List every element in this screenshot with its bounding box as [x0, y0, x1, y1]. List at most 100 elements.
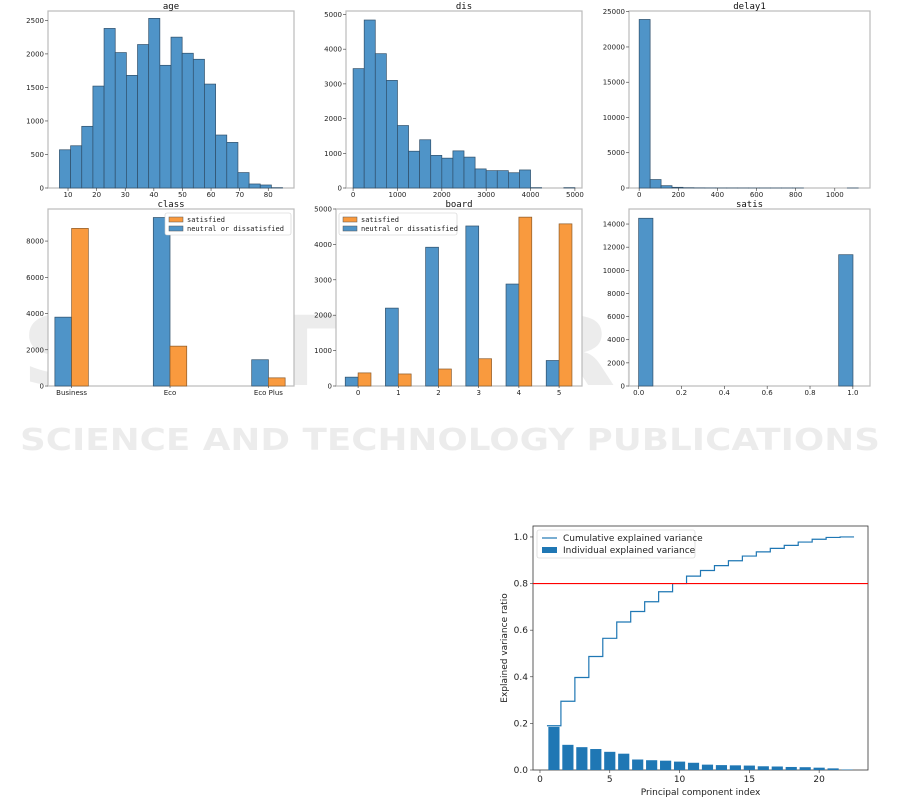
x-tick-label: 1000 [826, 191, 844, 199]
individual-variance-bar [757, 766, 769, 770]
x-tick-label: 0.8 [804, 389, 815, 397]
x-tick-label: 400 [711, 191, 724, 199]
y-tick-label: 0.2 [514, 719, 528, 729]
histogram-bar [474, 168, 487, 189]
legend: Cumulative explained variance Individual … [536, 529, 703, 559]
x-tick-label: 10 [64, 191, 73, 199]
y-tick-label: 2500 [26, 17, 44, 25]
y-tick-label: 1000 [314, 347, 332, 355]
y-tick-label: 0.6 [514, 626, 529, 636]
x-tick-label: 50 [178, 191, 187, 199]
bar-satisfied [518, 216, 533, 387]
legend-label: Cumulative explained variance [563, 534, 703, 544]
chart-pca: Cumulative explained variance Individual … [500, 525, 869, 798]
histogram-bar [363, 19, 376, 189]
x-tick-label: 5 [557, 389, 561, 397]
x-tick-label: 15 [744, 775, 755, 785]
histogram-bar [441, 157, 454, 189]
x-tick-label: 0 [351, 191, 355, 199]
bar-satisfied [397, 373, 412, 387]
individual-variance-bar [729, 765, 741, 770]
chart-title: satis [736, 200, 763, 210]
bar-satisfied [169, 345, 188, 387]
y-tick-label: 2000 [314, 312, 332, 320]
x-tick-label: 0 [637, 191, 641, 199]
individual-variance-bar [715, 765, 728, 770]
x-tick-label: Eco Plus [254, 389, 283, 397]
individual-variance-bar [660, 760, 672, 770]
y-tick-label: 500 [31, 151, 44, 159]
histogram-bar [215, 134, 228, 189]
y-tick-label: 6000 [26, 274, 44, 282]
x-tick-label: 2000 [433, 191, 451, 199]
legend-label: Individual explained variance [563, 546, 696, 556]
y-tick-label: 0.4 [514, 673, 529, 683]
x-tick-label: 1.0 [847, 389, 858, 397]
y-tick-label: 2000 [26, 50, 44, 58]
y-tick-label: 0 [328, 383, 332, 391]
x-tick-label: 4000 [522, 191, 540, 199]
y-tick-label: 5000 [314, 206, 332, 214]
y-tick-label: 5000 [324, 11, 342, 19]
individual-variance-bar [813, 767, 825, 770]
histogram-bar [638, 19, 651, 189]
bar-satisfied [438, 368, 452, 387]
histogram-bar [838, 254, 854, 387]
y-tick-label: 3000 [324, 80, 342, 88]
histogram-bar [259, 184, 272, 189]
histogram-bar [170, 36, 183, 189]
x-tick-label: 0.6 [762, 389, 774, 397]
legend-swatch [168, 225, 184, 232]
plot-area [628, 208, 871, 387]
y-tick-label: 6000 [607, 313, 625, 321]
bar-neutral-or-dissatisfied [545, 360, 560, 387]
bar-satisfied [71, 228, 89, 387]
individual-variance-bar [562, 744, 574, 770]
legend-box [164, 212, 292, 236]
chart-title: delay1 [733, 2, 766, 12]
histogram-bar [638, 217, 654, 387]
legend-bar-swatch [542, 547, 557, 553]
histogram-bar [419, 139, 432, 189]
x-tick-label: 20 [813, 775, 825, 785]
histogram-bar [374, 53, 387, 189]
x-tick-label: 0 [356, 389, 360, 397]
individual-variance-bar [687, 762, 700, 770]
x-tick-label: 3000 [477, 191, 495, 199]
histogram-bar [92, 85, 105, 189]
histogram-bar [649, 179, 662, 189]
histogram-bar [148, 18, 161, 189]
x-tick-label: 70 [235, 191, 244, 199]
bar-satisfied [268, 377, 286, 387]
y-axis-label: Explained variance ratio [500, 593, 510, 703]
y-tick-label: 0 [40, 383, 44, 391]
x-tick-label: 4 [517, 389, 522, 397]
y-tick-label: 4000 [607, 336, 625, 344]
individual-variance-bar [701, 764, 714, 770]
legend-label: satisfied [187, 216, 225, 224]
bar-satisfied [558, 223, 573, 387]
legend-label: neutral or dissatisfied [361, 225, 458, 233]
individual-variance-bar [576, 747, 588, 770]
histogram-bar [204, 83, 216, 189]
x-tick-label: 40 [149, 191, 158, 199]
legend-swatch [342, 225, 358, 232]
bar-neutral-or-dissatisfied [505, 283, 520, 387]
chart-dis: dis 0 1000 2000 3000 4000 5000 0 1000 2000 3000 400… [324, 2, 584, 199]
x-tick-label: 5000 [566, 191, 584, 199]
y-tick-label: 0 [338, 185, 342, 193]
individual-variance-bar [673, 761, 686, 770]
y-tick-label: 25000 [603, 8, 625, 16]
x-tick-label: 0.4 [719, 389, 731, 397]
y-tick-label: 4000 [26, 310, 44, 318]
y-tick-label: 14000 [603, 221, 625, 229]
histogram-bar [248, 183, 261, 189]
legend-box [536, 529, 696, 559]
individual-variance-bar [646, 760, 658, 770]
histogram-bar [430, 155, 443, 189]
chart-title: dis [456, 2, 472, 12]
chart-class: class Business Eco Eco Plus satisfiedneutral… [26, 200, 295, 397]
y-tick-label: 0 [621, 383, 625, 391]
chart-title: age [163, 2, 179, 12]
